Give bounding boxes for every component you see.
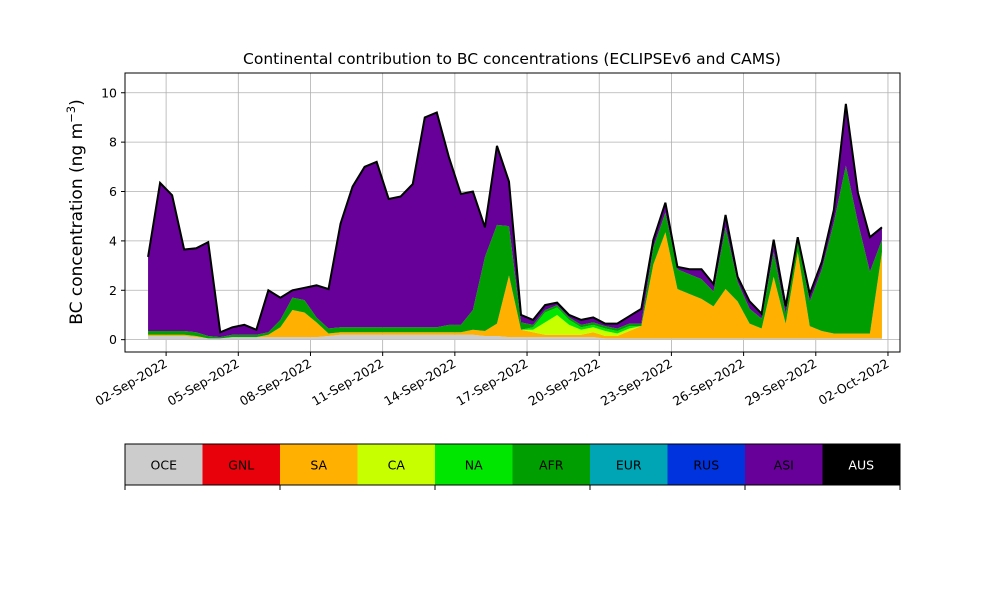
y-axis-ticks: 0 2 4 6 8 10 — [101, 85, 125, 347]
x-tick-label: 14-Sep-2022 — [381, 356, 458, 409]
x-tick-label: 05-Sep-2022 — [165, 356, 242, 409]
chart-title: Continental contribution to BC concentra… — [243, 50, 781, 68]
y-tick-label: 6 — [109, 184, 117, 199]
x-tick-label: 08-Sep-2022 — [237, 356, 314, 409]
legend-label-sa: SA — [310, 458, 327, 473]
y-tick-label: 0 — [109, 332, 117, 347]
stacked-areas — [148, 103, 882, 340]
legend-swatch-aus — [822, 444, 900, 485]
plot-frame — [124, 72, 901, 353]
area-series-asi — [148, 103, 882, 338]
legend-label-eur: EUR — [616, 458, 642, 473]
legend-frame — [124, 443, 901, 486]
legend-label-rus: RUS — [693, 458, 719, 473]
legend-label-aus: AUS — [848, 458, 874, 473]
legend-label-afr: AFR — [539, 458, 564, 473]
legend-label-oce: OCE — [151, 458, 178, 473]
legend-swatch-ca — [357, 444, 435, 485]
x-tick-label: 11-Sep-2022 — [309, 356, 386, 409]
legend-swatch-asi — [745, 444, 823, 485]
legend-label-asi: ASI — [774, 458, 794, 473]
x-tick-label: 23-Sep-2022 — [598, 356, 675, 409]
legend-swatch-sa — [280, 444, 358, 485]
legend-colorbar: OCE GNL SA CA NA AFR EUR RUS ASI AUS — [124, 443, 901, 490]
y-tick-label: 8 — [109, 135, 117, 150]
y-axis-label-text: BC concentration (ng m — [67, 123, 87, 325]
legend-swatch-na — [435, 444, 513, 485]
legend-label-gnl: GNL — [228, 458, 254, 473]
total-line — [147, 103, 883, 334]
y-tick-label: 10 — [101, 85, 117, 100]
legend-label-na: NA — [465, 458, 483, 473]
y-axis-label-superscript: −3 — [64, 106, 78, 123]
x-tick-label: 20-Sep-2022 — [526, 356, 603, 409]
y-tick-label: 2 — [109, 283, 117, 298]
x-tick-label: 26-Sep-2022 — [670, 356, 747, 409]
area-series-afr — [148, 165, 882, 339]
y-axis-label-suffix: ) — [67, 99, 87, 106]
legend-label-ca: CA — [388, 458, 406, 473]
y-axis-label: BC concentration (ng m−3) — [64, 99, 87, 325]
y-tick-label: 4 — [109, 233, 117, 248]
legend-swatch-gnl — [202, 444, 280, 485]
legend-swatch-afr — [512, 444, 590, 485]
x-tick-label: 17-Sep-2022 — [453, 356, 530, 409]
x-tick-label: 02-Sep-2022 — [93, 356, 170, 409]
legend-swatch-eur — [590, 444, 668, 485]
x-axis-ticks: 02-Sep-202205-Sep-202208-Sep-202211-Sep-… — [93, 352, 892, 409]
x-tick-label: 29-Sep-2022 — [742, 356, 819, 409]
legend-swatch-rus — [667, 444, 745, 485]
x-tick-label: 02-Oct-2022 — [816, 356, 892, 408]
area-series-sa — [148, 232, 882, 339]
legend-swatch-oce — [125, 444, 203, 485]
